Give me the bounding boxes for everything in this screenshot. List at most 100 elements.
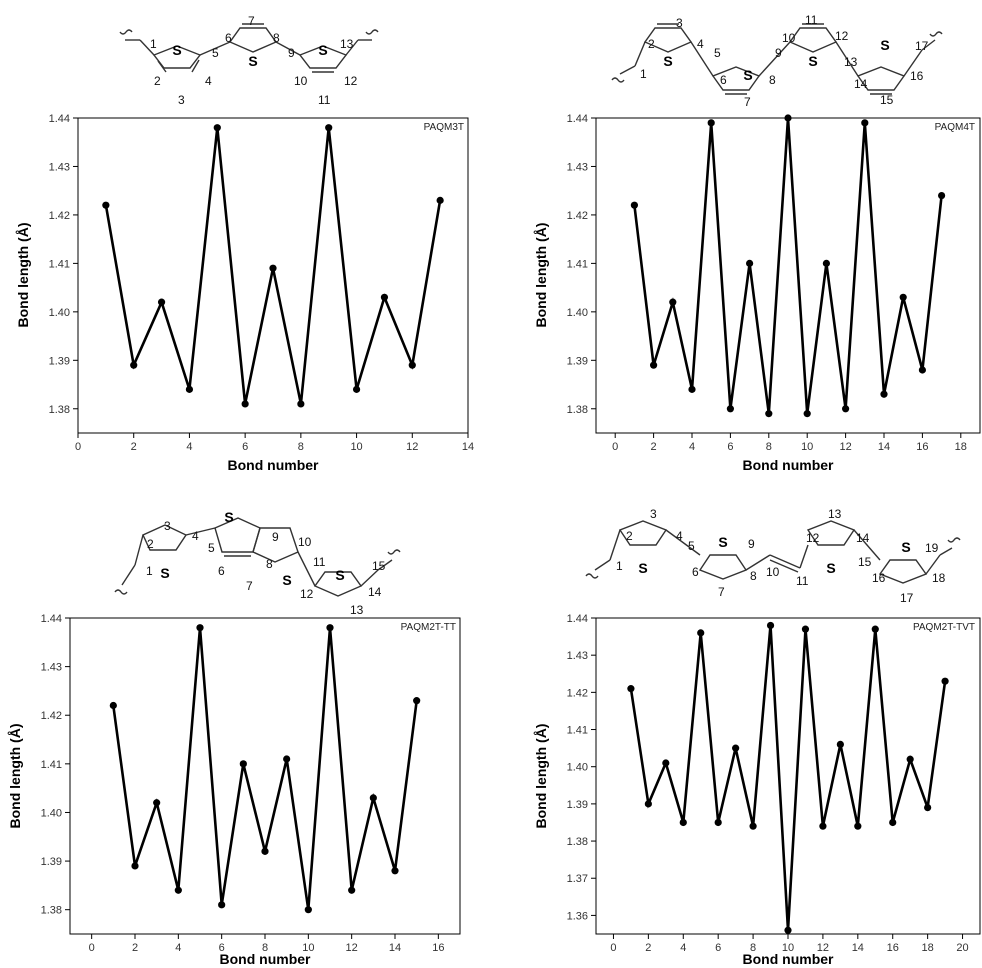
bond-number-label: 1 — [146, 564, 153, 578]
bond-number-label: 14 — [856, 531, 870, 545]
x-tick-label: 18 — [955, 441, 967, 453]
y-tick-label: 1.44 — [49, 113, 70, 125]
data-point — [391, 867, 399, 875]
data-point — [239, 760, 247, 768]
bond-number-label: 4 — [676, 529, 683, 543]
panel-paqm3t: S S S 1 2 3 4 5 6 7 8 9 10 11 12 13 PAQM… — [15, 14, 474, 473]
x-tick-label: 20 — [956, 942, 968, 954]
data-point — [803, 410, 811, 418]
bond-number-label: 8 — [266, 557, 273, 571]
bond-number-label: 11 — [796, 574, 809, 588]
structure-paqm4t — [611, 23, 943, 95]
thiophene-ring-4 — [878, 559, 928, 584]
x-tick-label: 14 — [389, 942, 401, 954]
thiophene-ring-2 — [711, 66, 761, 91]
bond-number-label: 2 — [626, 529, 633, 543]
bond-number-label: 16 — [910, 69, 924, 83]
bond-number-label: 12 — [344, 74, 358, 88]
plot-frame — [69, 617, 461, 935]
bond-number-label: 2 — [147, 537, 154, 551]
bond-number-label: 10 — [298, 535, 312, 549]
bond-number-label: 3 — [164, 519, 171, 533]
bond-number-label: 6 — [692, 565, 699, 579]
bond-number-label: 6 — [225, 31, 232, 45]
bond-number-label: 7 — [248, 14, 255, 28]
bond-number-label: 5 — [208, 541, 215, 555]
x-tick-label: 10 — [350, 441, 362, 453]
data-point — [765, 410, 773, 418]
x-axis-title: Bond number — [743, 951, 835, 967]
y-tick-label: 1.41 — [567, 725, 588, 737]
thiophene-ring-4 — [313, 571, 363, 597]
panel-paqm2t-tvt: S S S S 1 2 3 4 5 6 7 8 9 10 11 12 13 14… — [533, 507, 981, 967]
x-tick-label: 0 — [89, 942, 95, 954]
bond-number-label: 17 — [900, 591, 914, 605]
thieno-ring-a — [214, 517, 261, 553]
x-tick-label: 8 — [766, 441, 772, 453]
sulfur-label: S — [638, 560, 647, 576]
data-point — [836, 740, 844, 749]
data-point — [650, 361, 658, 369]
y-tick-label: 1.43 — [41, 662, 62, 674]
bond-number-label: 8 — [769, 73, 776, 87]
y-tick-label: 1.40 — [49, 307, 70, 319]
thiophene-ring-1 — [142, 524, 188, 551]
data-point — [627, 685, 635, 693]
data-point — [157, 298, 166, 306]
structure-paqm3t — [119, 23, 379, 73]
data-point — [842, 405, 850, 413]
bond-number-label: 15 — [858, 555, 872, 569]
bond-number-label: 10 — [294, 74, 308, 88]
bond-number-label: 12 — [835, 29, 849, 43]
y-tick-label: 1.44 — [41, 613, 62, 625]
sulfur-label: S — [826, 560, 835, 576]
y-tick-label: 1.39 — [49, 355, 70, 367]
bond-number-label: 3 — [178, 93, 185, 107]
y-tick-label: 1.44 — [567, 613, 588, 625]
series-line — [633, 117, 943, 414]
thiophene-ring-3 — [298, 45, 348, 69]
data-point — [348, 886, 356, 894]
bond-number-label: 8 — [273, 31, 280, 45]
data-point — [436, 196, 444, 204]
x-axis-title: Bond number — [220, 951, 312, 967]
bond-number-label: 11 — [313, 555, 326, 569]
sulfur-label: S — [808, 53, 817, 69]
sulfur-label: S — [335, 567, 344, 583]
data-point — [861, 119, 869, 127]
x-tick-label: 12 — [346, 942, 358, 954]
y-tick-label: 1.39 — [567, 355, 588, 367]
y-tick-label: 1.36 — [567, 910, 588, 922]
x-tick-label: 14 — [462, 441, 474, 453]
x-tick-label: 10 — [302, 942, 314, 954]
y-tick-label: 1.41 — [41, 759, 62, 771]
bond-number-label: 7 — [718, 585, 725, 599]
data-point — [304, 906, 312, 914]
panel-label: PAQM3T — [424, 122, 464, 133]
bond-number-label: 10 — [782, 31, 796, 45]
bond-number-label: 4 — [192, 529, 199, 543]
data-point — [153, 799, 161, 807]
bond-number-label: 6 — [218, 564, 225, 578]
x-tick-label: 8 — [750, 942, 756, 954]
data-point — [261, 847, 269, 855]
bond-number-label: 4 — [205, 74, 212, 88]
bond-number-label: 17 — [915, 39, 929, 53]
data-point — [408, 361, 416, 369]
bond-number-label: 5 — [688, 539, 695, 553]
data-point — [906, 755, 914, 763]
y-tick-label: 1.42 — [567, 210, 588, 222]
bond-number-label: 19 — [925, 541, 939, 555]
bond-number-label: 3 — [650, 507, 657, 521]
plot-frame — [77, 117, 469, 434]
data-point — [889, 818, 897, 827]
y-tick-label: 1.40 — [41, 807, 62, 819]
data-point — [174, 886, 182, 894]
panel-paqm2t-tt: S S S S 1 2 3 4 5 6 7 8 9 10 11 12 13 14… — [7, 509, 461, 967]
thieno-ring-b — [252, 527, 299, 563]
sulfur-label: S — [224, 509, 233, 525]
data-point — [801, 625, 810, 633]
data-point — [938, 191, 946, 200]
bond-number-label: 15 — [372, 559, 386, 573]
bond-number-label: 7 — [744, 95, 751, 109]
